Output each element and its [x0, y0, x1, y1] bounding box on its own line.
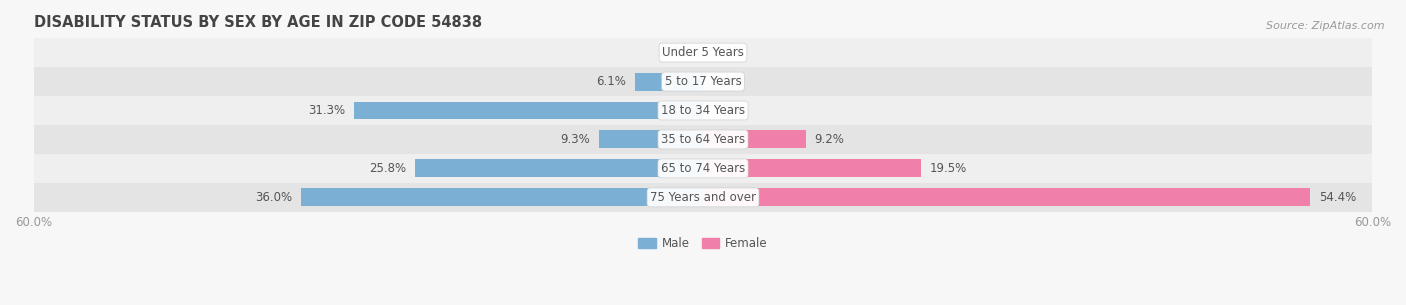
- Text: 0.0%: 0.0%: [662, 46, 692, 59]
- Bar: [703, 131, 806, 149]
- Text: 5 to 17 Years: 5 to 17 Years: [665, 75, 741, 88]
- Text: 0.0%: 0.0%: [714, 46, 744, 59]
- Text: Under 5 Years: Under 5 Years: [662, 46, 744, 59]
- Text: 31.3%: 31.3%: [308, 104, 344, 117]
- Legend: Male, Female: Male, Female: [634, 232, 772, 255]
- Text: 0.0%: 0.0%: [714, 104, 744, 117]
- Bar: [354, 102, 703, 120]
- Bar: [34, 96, 1372, 125]
- Bar: [415, 160, 703, 178]
- Text: 65 to 74 Years: 65 to 74 Years: [661, 162, 745, 175]
- Text: 54.4%: 54.4%: [1319, 191, 1357, 204]
- Text: 36.0%: 36.0%: [256, 191, 292, 204]
- Bar: [34, 154, 1372, 183]
- Text: 75 Years and over: 75 Years and over: [650, 191, 756, 204]
- Text: 19.5%: 19.5%: [929, 162, 967, 175]
- Text: 9.3%: 9.3%: [561, 133, 591, 146]
- Text: 35 to 64 Years: 35 to 64 Years: [661, 133, 745, 146]
- Text: 18 to 34 Years: 18 to 34 Years: [661, 104, 745, 117]
- Text: 25.8%: 25.8%: [370, 162, 406, 175]
- Bar: [599, 131, 703, 149]
- Text: 9.2%: 9.2%: [814, 133, 845, 146]
- Text: 6.1%: 6.1%: [596, 75, 626, 88]
- Bar: [34, 183, 1372, 212]
- Bar: [636, 73, 703, 91]
- Bar: [34, 125, 1372, 154]
- Bar: [703, 160, 921, 178]
- Bar: [703, 188, 1310, 206]
- Text: Source: ZipAtlas.com: Source: ZipAtlas.com: [1267, 21, 1385, 31]
- Text: DISABILITY STATUS BY SEX BY AGE IN ZIP CODE 54838: DISABILITY STATUS BY SEX BY AGE IN ZIP C…: [34, 15, 482, 30]
- Text: 0.0%: 0.0%: [714, 75, 744, 88]
- Bar: [301, 188, 703, 206]
- Bar: [34, 67, 1372, 96]
- Bar: [34, 38, 1372, 67]
